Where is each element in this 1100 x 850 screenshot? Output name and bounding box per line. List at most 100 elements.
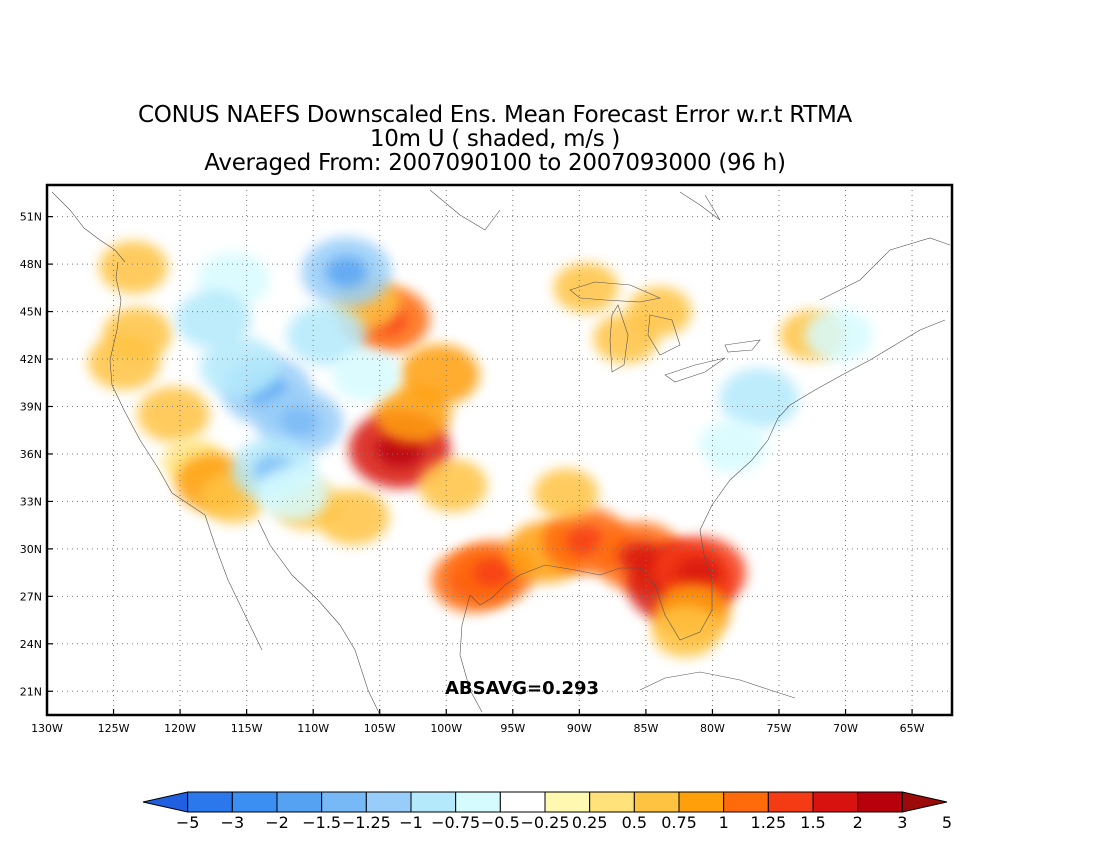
colorbar-label: −5: [176, 813, 200, 832]
mexico-west-coast: [339, 624, 381, 715]
error-patch-wa-coast: [99, 240, 168, 294]
y-tick-label: 45N: [20, 306, 42, 319]
y-tick-label: 48N: [20, 258, 42, 271]
colorbar-box: [365, 791, 412, 813]
x-tick-label: 110W: [297, 722, 329, 735]
coastlines: [51, 189, 951, 715]
x-tick-label: 85W: [633, 722, 658, 735]
error-patch-or-east: [175, 290, 252, 349]
chart-title-line-2: 10m U ( shaded, m/s ): [369, 126, 621, 152]
colorbar-label: 3: [897, 813, 907, 832]
colorbar-label: −2: [265, 813, 289, 832]
colorbar-box: [633, 791, 680, 813]
x-tick-label: 80W: [700, 722, 725, 735]
y-tick-label: 33N: [20, 495, 42, 508]
colorbar-label: −0.25: [520, 813, 569, 832]
colorbar-label: 1.5: [800, 813, 825, 832]
error-patch-tn: [601, 422, 664, 470]
colorbar-box: [589, 791, 635, 813]
y-tick-label: 51N: [20, 211, 42, 224]
colorbar-label: 1: [719, 813, 729, 832]
map-frame: [45, 183, 954, 717]
y-tick-label: 27N: [20, 590, 42, 603]
us-west-coast: [109, 261, 206, 516]
colorbar-arrow-low: [142, 791, 189, 813]
lake-michigan: [609, 304, 629, 373]
lake-superior: [569, 281, 661, 303]
error-patch-ar-ms: [533, 468, 599, 519]
colorbar-box: [231, 791, 278, 813]
y-tick-label: 24N: [20, 638, 42, 651]
axis-ticks: 130W 125W 120W 115W 110W 105W 100W 95W 90W 85W 80W…: [20, 211, 925, 735]
colorbar-label: −0.5: [481, 813, 520, 832]
colorbar-label: −1.5: [302, 813, 341, 832]
x-tick-label: 115W: [231, 722, 263, 735]
colorbar-label: −1.25: [342, 813, 391, 832]
lake-ontario: [724, 339, 761, 353]
error-patch-new-england: [804, 308, 874, 362]
y-tick-label: 30N: [20, 543, 42, 556]
error-core-mt-north: [325, 256, 368, 288]
error-patch-mi-north: [626, 286, 692, 337]
error-patch-nw-ca-coast: [88, 334, 161, 390]
hudson-bay-edge: [429, 189, 501, 231]
x-tick-label: 130W: [31, 722, 63, 735]
error-patch-sierra: [137, 386, 210, 443]
x-tick-label: 100W: [430, 722, 462, 735]
colorbar-box: [187, 791, 233, 813]
y-tick-label: 42N: [20, 353, 42, 366]
error-patch-nv-north: [200, 336, 280, 398]
x-tick-label: 70W: [833, 722, 858, 735]
colorbar-label: −1: [399, 813, 423, 832]
colorbar-box: [455, 791, 501, 813]
colorbar-box: [321, 791, 367, 813]
x-tick-label: 120W: [164, 722, 196, 735]
baja-coast: [204, 514, 263, 651]
x-tick-label: 95W: [500, 722, 525, 735]
colorbar-arrow-high: [901, 791, 948, 813]
error-core-tx-coast: [473, 558, 513, 588]
x-tick-label: 90W: [567, 722, 592, 735]
cuba-coast: [639, 671, 796, 699]
colorbar-label: 1.25: [751, 813, 787, 832]
colorbar-label: 0.5: [622, 813, 647, 832]
colorbar-label: −3: [221, 813, 245, 832]
absavg-label: ABSAVG=0.293: [445, 678, 599, 699]
chart-title-line-3: Averaged From: 2007090100 to 2007093000 …: [204, 150, 786, 176]
labrador-edge: [679, 191, 721, 221]
canada-east-coast: [819, 237, 951, 301]
colorbar-box: [723, 791, 769, 813]
colorbar-box: [812, 791, 859, 813]
colorbar-box: [410, 791, 457, 813]
gulf-of-california: [257, 519, 341, 626]
shaded-error-field: [88, 237, 874, 658]
y-tick-label: 21N: [20, 685, 42, 698]
error-patch-tx-north: [418, 459, 488, 512]
colorbar-box: [499, 791, 546, 813]
error-patch-az-central: [257, 465, 330, 522]
colorbar-label: −0.75: [431, 813, 480, 832]
lake-huron: [647, 314, 681, 356]
lat-lon-grid: [47, 185, 952, 715]
colorbar-box: [678, 791, 725, 813]
us-east-coast: [699, 319, 946, 531]
colorbar-label: 0.25: [572, 813, 608, 832]
colorbar-box: [767, 791, 814, 813]
error-core-ut-south: [279, 407, 320, 438]
error-patch-wi-north: [553, 262, 619, 313]
error-core-fl-east: [677, 556, 721, 589]
x-tick-label: 75W: [767, 722, 792, 735]
error-patch-mo: [510, 408, 569, 453]
x-tick-label: 125W: [98, 722, 130, 735]
colorbar-box: [276, 791, 323, 813]
error-patch-ne: [399, 344, 480, 406]
y-tick-label: 39N: [20, 400, 42, 413]
colorbar-box: [857, 791, 903, 813]
y-tick-label: 36N: [20, 448, 42, 461]
bc-coast: [51, 191, 126, 263]
error-patch-mid-atlantic: [719, 367, 799, 430]
error-patch-fl-keys: [651, 604, 721, 658]
colorbar-label: 2: [853, 813, 863, 832]
colorbar: −5 −3 −2 −1.5 −1.25 −1 −0.75 −0.5 −0.25 0.25 0.5 0.…: [142, 791, 952, 832]
